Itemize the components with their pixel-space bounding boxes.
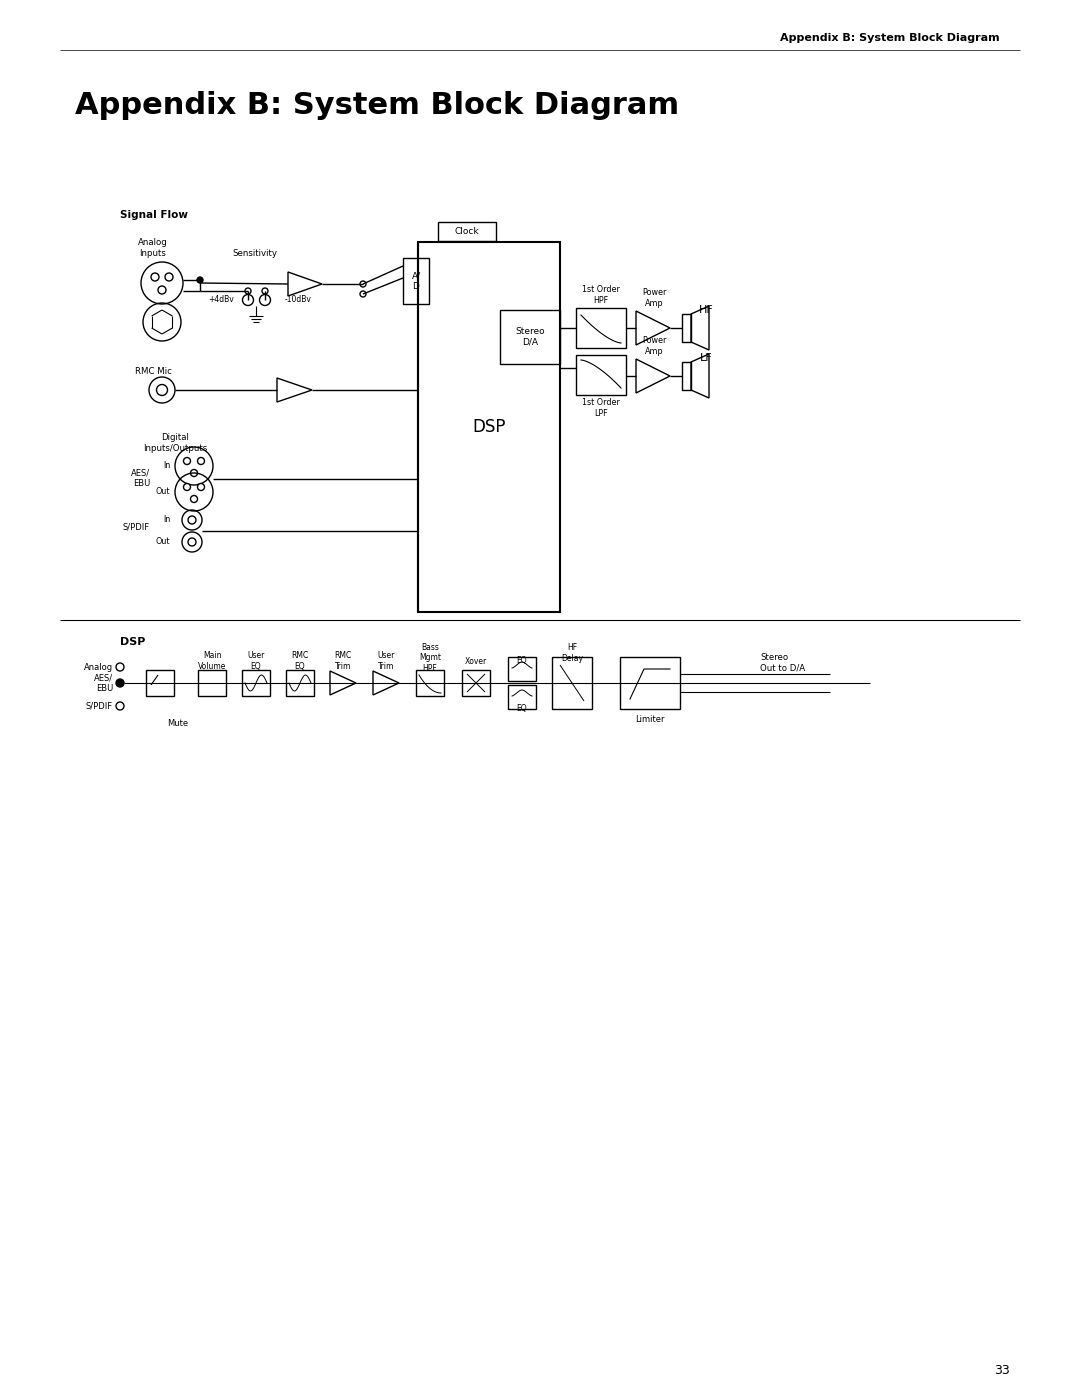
Bar (508, 685, 536, 710)
Text: Stereo
D/A: Stereo D/A (515, 327, 544, 346)
Circle shape (116, 703, 124, 710)
Text: Sensitivity: Sensitivity (232, 249, 278, 257)
Text: In: In (163, 515, 170, 524)
Bar (462, 671, 490, 696)
Text: RMC
Trim: RMC Trim (335, 651, 352, 671)
Text: Appendix B: System Block Diagram: Appendix B: System Block Diagram (781, 34, 1000, 43)
Bar (576, 307, 626, 348)
Circle shape (262, 288, 268, 293)
Text: Digital
Inputs/Outputs: Digital Inputs/Outputs (143, 433, 207, 453)
Text: Power
Amp: Power Amp (642, 288, 666, 307)
Text: Bass
Mgmt
HPF: Bass Mgmt HPF (419, 643, 441, 673)
Text: Power
Amp: Power Amp (642, 337, 666, 356)
Text: Analog
Inputs: Analog Inputs (138, 239, 167, 257)
Bar (620, 657, 680, 710)
Text: DSP: DSP (120, 637, 146, 647)
Text: In: In (163, 461, 170, 471)
Circle shape (198, 457, 204, 464)
Circle shape (158, 286, 166, 293)
Bar (146, 671, 174, 696)
Text: S/PDIF: S/PDIF (123, 522, 150, 531)
Bar (286, 671, 314, 696)
Circle shape (360, 281, 366, 286)
Circle shape (190, 469, 198, 476)
Circle shape (184, 457, 190, 464)
Text: S/PDIF: S/PDIF (86, 701, 113, 711)
Text: Out: Out (156, 538, 170, 546)
Bar (508, 657, 536, 680)
Bar (416, 671, 444, 696)
Circle shape (245, 288, 251, 293)
Text: 33: 33 (995, 1363, 1010, 1376)
Text: RMC
EQ: RMC EQ (292, 651, 309, 671)
Text: A/
D: A/ D (411, 271, 420, 291)
Text: Stereo
Out to D/A: Stereo Out to D/A (760, 654, 805, 673)
Text: AES/
EBU: AES/ EBU (131, 468, 150, 488)
Circle shape (151, 272, 159, 281)
Circle shape (190, 496, 198, 503)
Text: +4dBv: +4dBv (208, 296, 234, 305)
Circle shape (360, 291, 366, 298)
Text: Main
Volume: Main Volume (198, 651, 226, 671)
Bar (438, 222, 496, 242)
Bar (418, 242, 561, 612)
Text: Limiter: Limiter (635, 714, 665, 724)
Text: Mute: Mute (167, 719, 189, 728)
Circle shape (116, 679, 124, 687)
Circle shape (184, 483, 190, 490)
Bar (681, 362, 691, 390)
Bar (576, 355, 626, 395)
Text: HF
Delay: HF Delay (561, 643, 583, 662)
Circle shape (197, 277, 203, 284)
Bar (403, 258, 429, 305)
Text: Xover: Xover (464, 657, 487, 665)
Text: AES/
EBU: AES/ EBU (94, 673, 113, 693)
Bar (681, 314, 691, 342)
Circle shape (198, 483, 204, 490)
Text: 1st Order
HPF: 1st Order HPF (582, 285, 620, 305)
Text: RMC Mic: RMC Mic (135, 367, 172, 377)
Text: LF: LF (700, 353, 713, 363)
Text: Signal Flow: Signal Flow (120, 210, 188, 219)
Text: Out: Out (156, 488, 170, 496)
Text: -10dBv: -10dBv (285, 296, 312, 305)
Text: User
Trim: User Trim (377, 651, 394, 671)
Bar (552, 657, 592, 710)
Text: 1st Order
LPF: 1st Order LPF (582, 398, 620, 418)
Circle shape (157, 384, 167, 395)
Text: HF: HF (699, 305, 714, 314)
Text: User
EQ: User EQ (247, 651, 265, 671)
Text: EQ: EQ (516, 704, 527, 712)
Text: Clock: Clock (455, 226, 480, 236)
Bar (500, 310, 561, 365)
Circle shape (165, 272, 173, 281)
Bar (242, 671, 270, 696)
Text: Analog: Analog (84, 662, 113, 672)
Text: EQ: EQ (516, 657, 527, 665)
Text: DSP: DSP (472, 418, 505, 436)
Text: Appendix B: System Block Diagram: Appendix B: System Block Diagram (75, 91, 679, 120)
Circle shape (116, 664, 124, 671)
Bar (198, 671, 226, 696)
